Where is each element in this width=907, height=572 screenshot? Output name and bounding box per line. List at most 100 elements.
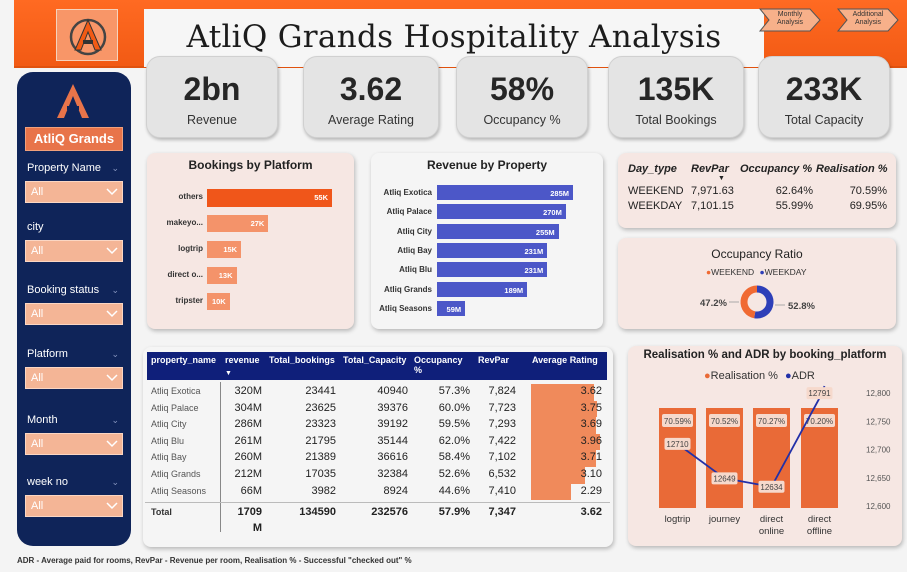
bar-category-label: Atliq Grands [383, 284, 432, 294]
realisation-label-bg [709, 414, 740, 427]
day-type-cell: 55.99% [775, 200, 813, 212]
kpi-card: 3.62 Average Rating [303, 56, 439, 138]
filter-dropdown[interactable]: All [25, 367, 123, 389]
table-header[interactable]: property_name [151, 355, 217, 365]
legend-weekday: WEEKDAY [764, 267, 807, 277]
adr-label-bg [806, 387, 833, 400]
kpi-label: Revenue [186, 113, 238, 127]
x-category-label: journey [708, 514, 740, 525]
y2-tick-label: 12,750 [866, 417, 891, 426]
platform-bar [207, 241, 242, 258]
filter-collapse-icon[interactable]: ⌄ [111, 415, 119, 425]
table-cell: 320M [234, 385, 262, 397]
bar-category-label: Atliq Palace [386, 207, 432, 217]
filter-dropdown[interactable]: All [25, 495, 123, 517]
bar-value-label: 15K [223, 245, 238, 254]
filter-label: Booking status [27, 284, 100, 296]
legend-realisation: Realisation % [710, 370, 778, 382]
page-title: AtliQ Grands Hospitality Analysis [186, 19, 722, 55]
table-cell-name: Atliq Grands [151, 469, 201, 479]
table-cell: 3.10 [580, 468, 602, 480]
table-cell: 6,532 [488, 468, 516, 480]
table-cell: 7,422 [488, 434, 516, 447]
additional-analysis-label: Additional Analysis [852, 11, 884, 26]
sort-desc-icon[interactable]: ▼ [225, 370, 232, 377]
realisation-adr-title: Realisation % and ADR by booking_platfor… [643, 349, 887, 361]
kpi-card: 58% Occupancy % [456, 56, 588, 138]
platform-bar [207, 215, 269, 232]
kpi-value: 135K [637, 71, 715, 107]
filter-collapse-icon[interactable]: ⌄ [111, 163, 119, 173]
total-cell: 134590 [299, 506, 336, 519]
rating-bar [531, 467, 586, 484]
adr-value-label: 12649 [713, 474, 736, 483]
filter-dropdown[interactable]: All [25, 181, 123, 203]
filter-collapse-icon[interactable]: ⌄ [111, 477, 119, 487]
total-label: Total [151, 507, 172, 518]
table-cell: 23441 [305, 385, 336, 397]
logo-tile [56, 9, 118, 61]
day-type-header: RevPar [691, 163, 729, 175]
bar-category-label: logtrip [178, 244, 203, 253]
property-bar [437, 185, 573, 200]
bar-value-label: 55K [314, 193, 328, 202]
sort-desc-icon[interactable]: ▼ [718, 175, 725, 182]
table-cell: 17035 [305, 468, 336, 480]
monthly-analysis-label: Monthly Analysis [776, 11, 804, 26]
table-cell: 58.4% [438, 451, 470, 464]
bar-value-label: 231M [524, 266, 544, 276]
table-cell: 7,723 [488, 401, 516, 414]
donut-slice [740, 285, 758, 319]
rating-bar [531, 433, 601, 451]
table-header[interactable]: Total_bookings [269, 355, 335, 365]
filter-collapse-icon[interactable]: ⌄ [111, 285, 119, 295]
table-cell: 3982 [311, 484, 336, 497]
bookings-by-platform-title: Bookings by Platform [188, 158, 313, 172]
realisation-value-label: 70.20% [806, 417, 833, 426]
property-bar [437, 223, 559, 239]
day-type-cell: WEEKDAY [628, 200, 683, 212]
occupancy-legend: ●WEEKEND ●WEEKDAY [706, 267, 807, 277]
filter-value: All [31, 372, 44, 384]
table-cell: 261M [234, 434, 262, 447]
legend-weekend: WEEKEND [711, 267, 755, 277]
table-header[interactable]: Occupancy % [414, 355, 463, 375]
filter-dropdown[interactable]: All [25, 433, 123, 455]
atliq-logo-icon [69, 18, 107, 56]
table-cell: 3.96 [580, 434, 602, 447]
adr-value-label: 12791 [808, 389, 831, 398]
additional-analysis-button[interactable]: Additional Analysis [836, 7, 900, 33]
table-cell: 52.6% [438, 468, 470, 480]
filter-dropdown[interactable]: All [25, 240, 123, 262]
property-bar [437, 204, 566, 220]
table-cell: 3.71 [580, 451, 602, 464]
monthly-analysis-button[interactable]: Monthly Analysis [758, 7, 822, 33]
adr-value-label: 12634 [760, 483, 783, 492]
bar-value-label: 13K [218, 271, 233, 280]
realisation-label-bg [804, 414, 835, 427]
occupancy-donut: 47.2% 52.8% [700, 285, 815, 319]
table-cell: 57.3% [438, 385, 470, 397]
table-cell: 59.5% [438, 418, 470, 431]
table-header[interactable]: Average Rating [532, 355, 598, 365]
realisation-legend: ●Realisation % ●ADR [704, 370, 815, 382]
table-header[interactable]: RevPar [478, 355, 510, 365]
table-cell: 44.6% [438, 484, 470, 497]
filter-dropdown[interactable]: All [25, 303, 123, 325]
filter-value: All [31, 438, 44, 450]
table-header[interactable]: Total_Capacity [343, 355, 407, 365]
filter-label: week no [27, 476, 68, 488]
bar-category-label: others [178, 192, 203, 201]
chevron-down-icon [106, 440, 118, 448]
table-cell: 7,293 [488, 418, 516, 431]
kpi-value: 2bn [183, 71, 241, 107]
rating-bar [531, 450, 596, 467]
table-header[interactable]: revenue [225, 355, 260, 365]
table-cell: 7,824 [488, 385, 516, 397]
table-cell-name: Atliq Blu [151, 435, 185, 446]
property-bar [437, 300, 466, 316]
filter-label: Month [27, 414, 58, 426]
filter-collapse-icon[interactable]: ⌄ [111, 349, 119, 359]
rating-bar [531, 417, 596, 434]
filter-value: All [31, 308, 44, 320]
